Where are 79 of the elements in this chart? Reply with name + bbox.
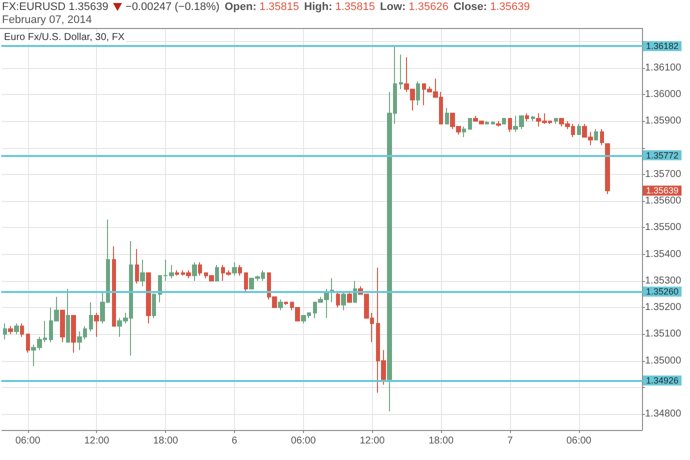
candlestick bbox=[594, 128, 598, 140]
y-tick-label: 1.35900 bbox=[645, 116, 682, 127]
candlestick bbox=[20, 323, 24, 338]
candlestick bbox=[278, 299, 283, 311]
x-tick-label: 12:00 bbox=[84, 436, 110, 446]
candlestick bbox=[60, 310, 65, 343]
candlestick bbox=[238, 264, 242, 276]
y-tick-label: 1.35600 bbox=[645, 196, 682, 207]
candlestick bbox=[8, 326, 13, 335]
candlestick bbox=[244, 272, 248, 292]
candlestick bbox=[192, 262, 197, 282]
text: High: 1.35815 bbox=[304, 1, 375, 13]
candlestick bbox=[26, 334, 30, 354]
chart-subtitle: February 07, 2014 bbox=[2, 14, 92, 27]
candlestick bbox=[577, 123, 581, 135]
candlestick bbox=[468, 118, 472, 130]
candlestick bbox=[554, 118, 558, 124]
y-tick-label: 1.36000 bbox=[645, 89, 682, 100]
ref-line-label: 1.34926 bbox=[646, 375, 679, 386]
x-tick-label: 06:00 bbox=[290, 436, 316, 446]
x-tick-label: 6 bbox=[232, 436, 238, 446]
candlestick bbox=[605, 143, 610, 195]
x-tick-label: 18:00 bbox=[428, 436, 454, 446]
x-tick-label: 12:00 bbox=[360, 436, 386, 446]
candlestick bbox=[508, 118, 512, 132]
y-tick-label: 1.36100 bbox=[645, 62, 682, 74]
candlestick bbox=[3, 323, 7, 340]
candlestick bbox=[445, 107, 449, 124]
annotation: Euro Fx/U.S. Dollar, 30, FX bbox=[3, 32, 126, 44]
candlestick bbox=[525, 112, 529, 122]
candlestick bbox=[66, 288, 70, 343]
candlestick bbox=[284, 302, 288, 306]
y-tick-label: 1.35100 bbox=[645, 328, 682, 340]
candlestick bbox=[341, 291, 346, 311]
text: 1.35639 bbox=[646, 186, 679, 196]
candlestick bbox=[89, 302, 93, 332]
candlestick bbox=[462, 126, 466, 138]
candlestick bbox=[140, 259, 145, 287]
candlestick bbox=[491, 120, 495, 124]
x-tick-label: 7 bbox=[507, 436, 514, 446]
chart-title: FX:EURUSD 1.35639 bbox=[2, 1, 108, 13]
y-tick-label: 1.35400 bbox=[645, 248, 682, 260]
x-tick-label: 06:00 bbox=[15, 436, 41, 446]
ref-line-label: 1.35772 bbox=[646, 150, 679, 160]
y-tick-label: 1.34800 bbox=[645, 408, 682, 420]
candlestick bbox=[502, 118, 506, 124]
y-tick-label: 1.35700 bbox=[645, 168, 682, 180]
candlestick bbox=[198, 262, 202, 276]
candlestick bbox=[71, 315, 76, 354]
x-tick-label: 18:00 bbox=[153, 436, 179, 446]
candlestick bbox=[416, 80, 420, 106]
candlestick bbox=[14, 323, 19, 335]
candlestick bbox=[399, 54, 403, 90]
candlestick bbox=[347, 291, 352, 303]
y-tick-label: 1.35300 bbox=[645, 275, 682, 286]
candlestick bbox=[135, 248, 139, 284]
y-tick-label: 1.35000 bbox=[645, 355, 682, 366]
ref-line-label: 1.35260 bbox=[646, 286, 679, 297]
candlestick bbox=[146, 272, 151, 324]
text: Open: 1.35815 bbox=[224, 1, 300, 13]
candlestick bbox=[232, 262, 237, 276]
ref-line-label: 1.36182 bbox=[646, 41, 679, 52]
candlestick bbox=[330, 278, 334, 303]
candlestick bbox=[175, 270, 179, 276]
text: Close: 1.35639 bbox=[453, 1, 530, 13]
candlestick bbox=[336, 291, 340, 308]
candlestick bbox=[485, 120, 489, 124]
y-tick-label: 1.35200 bbox=[645, 302, 682, 314]
candlestick bbox=[600, 128, 604, 146]
candlestick bbox=[152, 294, 156, 319]
candlestick bbox=[215, 264, 219, 282]
text: Low: 1.35626 bbox=[380, 1, 448, 13]
candlestick bbox=[496, 120, 501, 128]
x-tick-label: 06:00 bbox=[566, 436, 592, 446]
text: −0.00247 (−0.18%) bbox=[125, 1, 220, 13]
candlestick bbox=[94, 312, 99, 338]
candlestick bbox=[112, 246, 116, 327]
candlestick bbox=[531, 115, 535, 122]
y-tick-label: 1.35500 bbox=[645, 222, 682, 234]
